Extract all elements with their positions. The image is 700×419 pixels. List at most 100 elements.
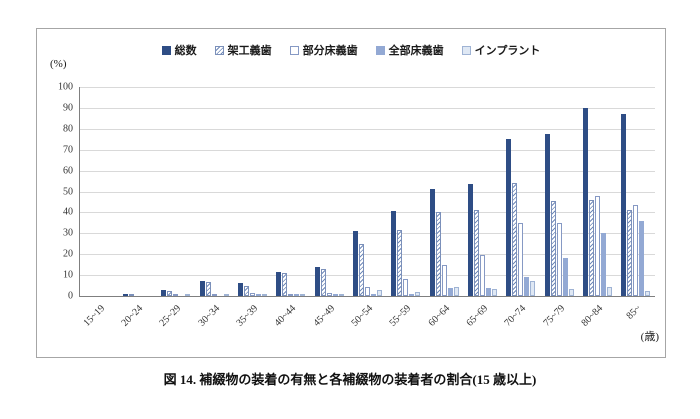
bar-総数-60~64: [430, 189, 435, 296]
figure-caption: 図 14. 補綴物の装着の有無と各補綴物の装着者の割合(15 歳以上): [163, 372, 537, 387]
gridline: [80, 233, 655, 235]
bar-架工義歯-25~29: [167, 291, 172, 296]
bar-架工義歯-70~74: [512, 183, 517, 296]
bar-全部床義歯-40~44: [294, 294, 299, 296]
bar-架工義歯-55~59: [397, 230, 402, 296]
x-axis-tick-label: 25~29: [157, 303, 184, 329]
bar-インプラント-65~69: [492, 289, 497, 296]
y-axis-tick-label: 100: [58, 81, 73, 93]
legend-swatch-4: [461, 45, 471, 55]
bar-総数-55~59: [391, 211, 396, 296]
bar-インプラント-30~34: [224, 294, 229, 296]
chart-frame: 総数 架工義歯 部分床義歯 全部床義歯 インプラント (%) 0 10 20 30 40 50 60…: [36, 28, 666, 358]
bar-総数-80~84: [583, 108, 588, 296]
bar-総数-45~49: [315, 267, 320, 296]
bar-部分床義歯-40~44: [288, 294, 293, 296]
bar-インプラント-75~79: [569, 289, 574, 296]
legend-swatch-0: [161, 45, 171, 55]
bar-架工義歯-80~84: [589, 200, 594, 296]
bar-全部床義歯-70~74: [524, 277, 529, 296]
bar-全部床義歯-50~54: [371, 294, 376, 296]
x-axis-tick-label: 45~49: [311, 303, 337, 329]
y-axis-tick-label: 40: [63, 206, 73, 218]
x-axis-tick-label: 75~79: [541, 303, 567, 329]
gridline: [80, 191, 655, 193]
legend-label: 総数: [174, 45, 197, 57]
bar-部分床義歯-70~74: [518, 223, 523, 296]
bar-インプラント-80~84: [607, 287, 612, 296]
y-axis-tick-label: 50: [63, 186, 73, 197]
bar-全部床義歯-85~: [639, 221, 644, 296]
bar-架工義歯-45~49: [321, 269, 326, 296]
gridline: [80, 87, 655, 88]
gridline: [80, 170, 655, 172]
y-axis-tick-label: 20: [63, 248, 73, 260]
bar-部分床義歯-30~34: [212, 294, 217, 296]
gridline: [80, 212, 655, 214]
bar-インプラント-45~49: [339, 294, 344, 296]
bar-総数-50~54: [353, 231, 358, 296]
y-axis-tick-label: 90: [63, 102, 73, 114]
bar-全部床義歯-75~79: [563, 258, 568, 296]
x-axis-tick-label: 35~39: [234, 303, 261, 329]
bar-部分床義歯-50~54: [365, 287, 370, 296]
y-axis-tick-label: 0: [68, 290, 73, 302]
legend-swatch-1: [214, 45, 224, 55]
bar-部分床義歯-80~84: [595, 196, 600, 296]
y-axis-tick-label: 10: [63, 269, 73, 281]
bar-インプラント-25~29: [185, 294, 190, 296]
chart-legend: 総数 架工義歯 部分床義歯 全部床義歯 インプラント: [37, 42, 665, 58]
legend-label: インプラント: [474, 45, 541, 57]
x-axis-tick-label: 70~74: [502, 303, 529, 329]
legend-item: 総数: [161, 42, 197, 58]
legend-item: 部分床義歯: [289, 42, 358, 58]
legend-label: 部分床義歯: [302, 45, 358, 57]
x-axis-tick-label: 65~69: [464, 303, 491, 329]
bar-全部床義歯-80~84: [601, 233, 606, 296]
bar-総数-70~74: [506, 139, 511, 296]
bar-架工義歯-20~24: [129, 294, 134, 296]
bar-架工義歯-50~54: [359, 244, 364, 296]
x-axis-tick-label: 40~44: [272, 303, 299, 329]
legend-item: インプラント: [461, 42, 541, 58]
bar-全部床義歯-45~49: [333, 294, 338, 296]
bar-部分床義歯-25~29: [173, 294, 178, 296]
bar-インプラント-55~59: [415, 292, 420, 296]
legend-swatch-2: [289, 45, 299, 55]
bar-総数-85~: [621, 114, 626, 296]
x-axis-unit-label: (歳): [640, 331, 659, 343]
x-axis-tick-label: 30~34: [196, 303, 222, 329]
bar-部分床義歯-35~39: [250, 293, 255, 296]
gridline: [80, 107, 655, 109]
gridline: [80, 128, 655, 130]
legend-label: 架工義歯: [227, 45, 272, 57]
x-axis-tick-label: 85~: [624, 303, 644, 322]
gridline: [80, 254, 655, 256]
gridline: [80, 275, 655, 277]
bar-部分床義歯-55~59: [403, 279, 408, 296]
gridline: [80, 149, 655, 151]
bar-インプラント-70~74: [530, 281, 535, 296]
bar-部分床義歯-65~69: [480, 255, 485, 296]
bar-架工義歯-60~64: [436, 212, 441, 296]
bar-総数-40~44: [276, 272, 281, 296]
bar-総数-20~24: [123, 294, 128, 296]
bar-インプラント-35~39: [262, 294, 267, 296]
x-axis-tick-label: 20~24: [119, 303, 146, 329]
legend-item: 架工義歯: [214, 42, 272, 58]
bar-架工義歯-65~69: [474, 210, 479, 296]
legend-swatch-3: [375, 45, 385, 55]
bar-全部床義歯-60~64: [448, 288, 453, 296]
bar-インプラント-40~44: [300, 294, 305, 296]
bar-総数-75~79: [545, 134, 550, 296]
bar-総数-65~69: [468, 184, 473, 296]
x-axis-tick-label: 80~84: [579, 303, 606, 329]
bar-部分床義歯-75~79: [557, 223, 562, 296]
bar-架工義歯-75~79: [551, 201, 556, 296]
bar-部分床義歯-60~64: [442, 265, 447, 296]
bar-架工義歯-35~39: [244, 286, 249, 296]
bar-インプラント-60~64: [454, 287, 459, 296]
y-axis-tick-label: 80: [63, 123, 73, 135]
bar-架工義歯-40~44: [282, 273, 287, 296]
